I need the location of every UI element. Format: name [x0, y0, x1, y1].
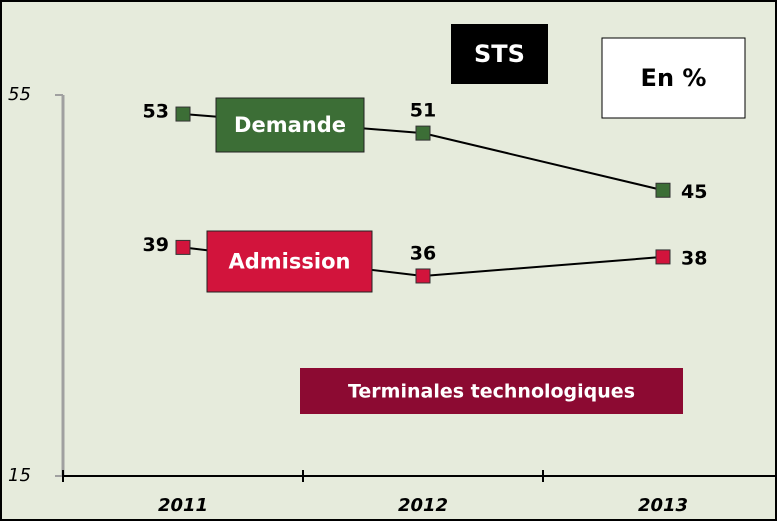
x-tick-label: 2013 [638, 495, 688, 516]
data-label: 53 [143, 101, 169, 123]
data-label: 51 [410, 100, 436, 122]
marker [175, 239, 191, 255]
annotation: Terminales technologiques [348, 381, 635, 403]
x-tick-label: 2012 [398, 495, 448, 516]
data-label: 39 [143, 234, 169, 256]
marker [655, 249, 671, 265]
legend-box [215, 97, 365, 153]
x-tick-label: 2011 [158, 495, 208, 516]
unit-box [601, 37, 746, 119]
marker [175, 106, 191, 122]
marker [415, 125, 431, 141]
marker [655, 182, 671, 198]
data-label: 36 [410, 242, 436, 264]
y-tick-label: 55 [8, 84, 31, 105]
marker [415, 268, 431, 284]
chart-title: STS [474, 40, 525, 68]
title-box [451, 24, 548, 84]
data-label: 38 [681, 247, 707, 269]
legend-label: Admission [229, 250, 351, 274]
y-tick-label: 15 [8, 465, 31, 486]
legend-label: Demande [234, 113, 346, 137]
unit-label: En % [641, 64, 707, 92]
annotation-box [300, 368, 683, 414]
data-label: 45 [681, 181, 707, 203]
legend-box [206, 230, 373, 293]
